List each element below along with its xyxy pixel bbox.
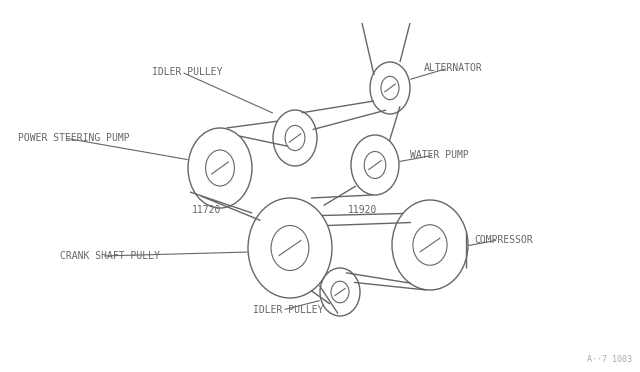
Text: 11920: 11920	[348, 205, 378, 215]
Text: A··7 1003: A··7 1003	[587, 355, 632, 364]
Text: IDLER PULLEY: IDLER PULLEY	[253, 305, 323, 315]
Text: POWER STEERING PUMP: POWER STEERING PUMP	[18, 133, 130, 143]
Text: 11720: 11720	[192, 205, 221, 215]
Text: IDLER PULLEY: IDLER PULLEY	[152, 67, 223, 77]
Text: CRANK SHAFT PULLY: CRANK SHAFT PULLY	[60, 251, 160, 261]
Text: COMPRESSOR: COMPRESSOR	[474, 235, 532, 245]
Text: ALTERNATOR: ALTERNATOR	[424, 63, 483, 73]
Text: WATER PUMP: WATER PUMP	[410, 150, 468, 160]
